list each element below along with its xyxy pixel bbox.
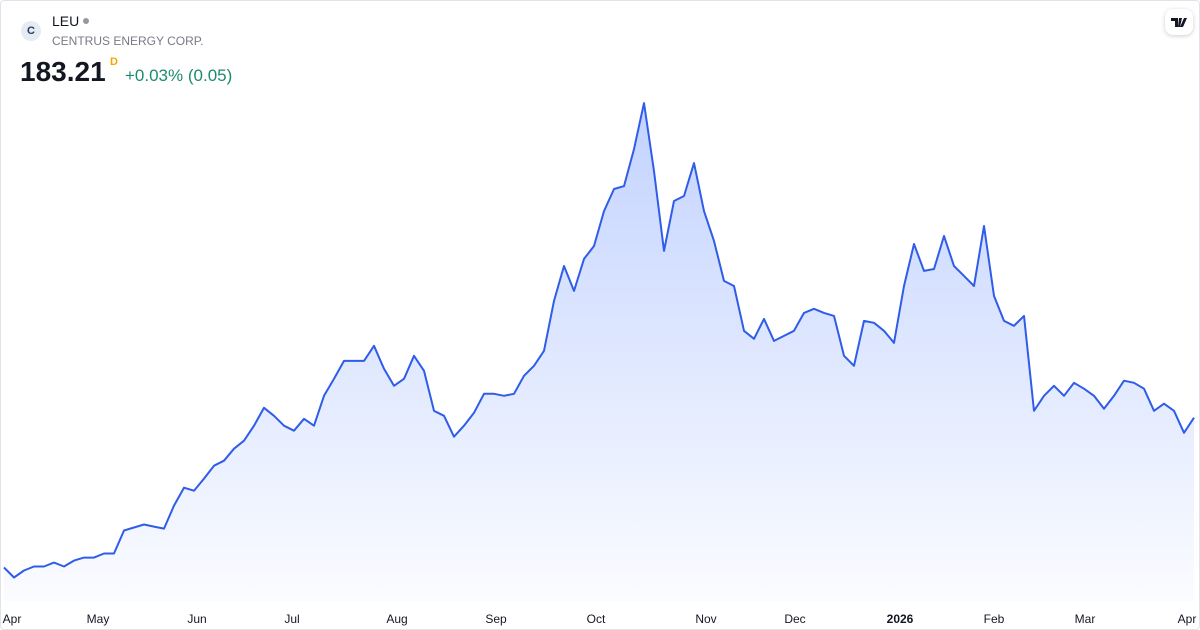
logo: C [21, 21, 41, 41]
symbol: LEU [52, 13, 80, 29]
area-fill [4, 103, 1194, 601]
x-tick-label: May [87, 612, 110, 626]
x-tick-label: Apr [3, 612, 22, 626]
company-name: CENTRUS ENERGY CORP. [52, 34, 204, 48]
x-tick-label: Aug [386, 612, 407, 626]
x-tick-label: Apr [1178, 612, 1197, 626]
x-tick-label: Feb [984, 612, 1005, 626]
price-line [3, 102, 1195, 579]
x-tick-label: Mar [1075, 612, 1096, 626]
interval: D [110, 56, 118, 68]
brand-icon [1171, 18, 1187, 27]
x-tick-label: Jun [187, 612, 206, 626]
status-dot [83, 18, 89, 24]
price: 183.21 [20, 56, 106, 87]
x-tick-label: Oct [587, 612, 606, 626]
x-tick-label: 2026 [887, 612, 914, 626]
x-tick-label: Sep [485, 612, 507, 626]
x-tick-label: Jul [284, 612, 299, 626]
price-change: +0.03% (0.05) [125, 66, 233, 85]
x-tick-label: Dec [784, 612, 805, 626]
brand-logo[interactable] [1165, 9, 1193, 35]
x-tick-label: Nov [695, 612, 716, 626]
